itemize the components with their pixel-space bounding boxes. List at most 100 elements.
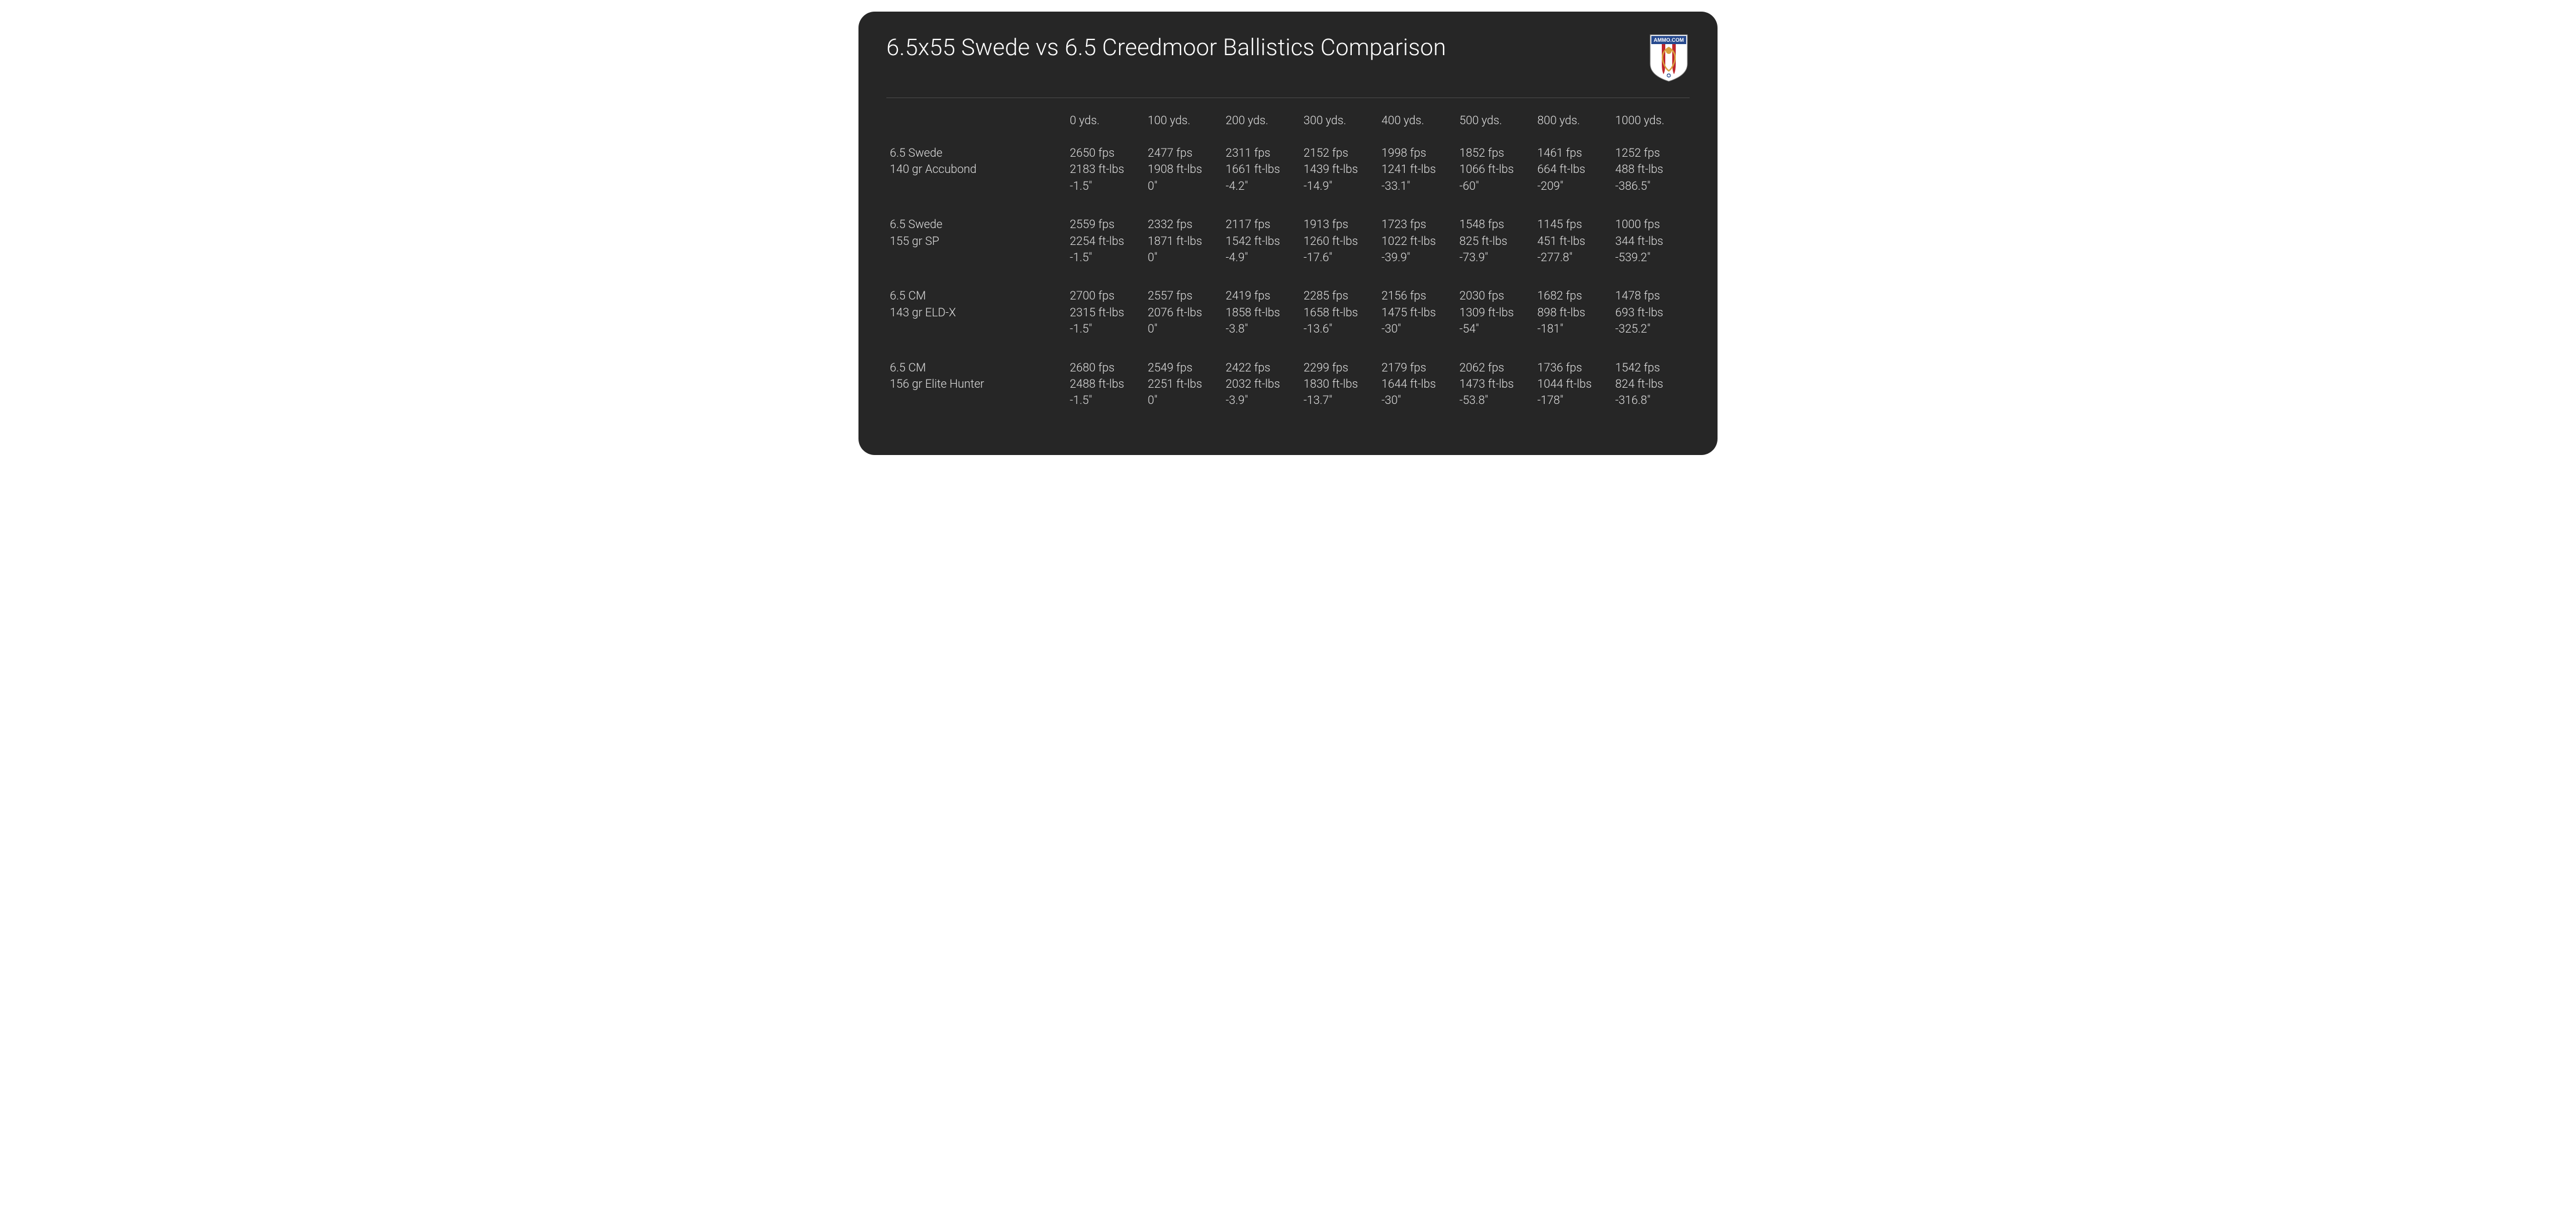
data-cell: 2285 fps1658 ft-lbs-13.6" <box>1300 284 1378 355</box>
cell-value: -386.5" <box>1615 178 1686 194</box>
col-header: 1000 yds. <box>1612 109 1690 141</box>
cell-value: 2076 ft-lbs <box>1148 304 1218 320</box>
cell-value: -1.5" <box>1070 178 1141 194</box>
data-cell: 2332 fps1871 ft-lbs0" <box>1144 212 1222 284</box>
row-label: 6.5 CM156 gr Elite Hunter <box>886 356 1066 427</box>
data-cell: 1723 fps1022 ft-lbs-39.9" <box>1378 212 1456 284</box>
cell-value: 2032 ft-lbs <box>1226 376 1297 392</box>
cell-value: -54" <box>1459 320 1530 337</box>
cell-value: 2557 fps <box>1148 287 1218 304</box>
cell-value: 2030 fps <box>1459 287 1530 304</box>
cell-value: -539.2" <box>1615 249 1686 265</box>
cell-value: 1439 ft-lbs <box>1304 161 1374 177</box>
cell-value: 2419 fps <box>1226 287 1297 304</box>
cell-value: 0" <box>1148 249 1218 265</box>
row-label-line: 6.5 CM <box>890 359 1063 376</box>
data-cell: 2650 fps2183 ft-lbs-1.5" <box>1066 141 1144 212</box>
cell-value: 1644 ft-lbs <box>1381 376 1452 392</box>
cell-value: 824 ft-lbs <box>1615 376 1686 392</box>
cell-value: 2332 fps <box>1148 216 1218 232</box>
cell-value: 1852 fps <box>1459 145 1530 161</box>
cell-value: -3.9" <box>1226 392 1297 408</box>
cell-value: 2422 fps <box>1226 359 1297 376</box>
cell-value: 2311 fps <box>1226 145 1297 161</box>
cell-value: -3.8" <box>1226 320 1297 337</box>
cell-value: 664 ft-lbs <box>1538 161 1608 177</box>
cell-value: 2152 fps <box>1304 145 1374 161</box>
cell-value: -277.8" <box>1538 249 1608 265</box>
col-header-blank <box>886 109 1066 141</box>
table-row: 6.5 Swede140 gr Accubond2650 fps2183 ft-… <box>886 141 1690 212</box>
cell-value: -17.6" <box>1304 249 1374 265</box>
data-cell: 2030 fps1309 ft-lbs-54" <box>1456 284 1534 355</box>
col-header: 400 yds. <box>1378 109 1456 141</box>
cell-value: 2183 ft-lbs <box>1070 161 1141 177</box>
ballistics-table: 0 yds. 100 yds. 200 yds. 300 yds. 400 yd… <box>886 109 1690 427</box>
row-label: 6.5 Swede155 gr SP <box>886 212 1066 284</box>
row-label: 6.5 Swede140 gr Accubond <box>886 141 1066 212</box>
row-label-line: 6.5 Swede <box>890 216 1063 232</box>
data-cell: 2117 fps1542 ft-lbs-4.9" <box>1222 212 1300 284</box>
cell-value: -209" <box>1538 178 1608 194</box>
cell-value: 1022 ft-lbs <box>1381 233 1452 249</box>
cell-value: 0" <box>1148 178 1218 194</box>
cell-value: 1473 ft-lbs <box>1459 376 1530 392</box>
data-cell: 1852 fps1066 ft-lbs-60" <box>1456 141 1534 212</box>
cell-value: -13.6" <box>1304 320 1374 337</box>
table-row: 6.5 CM143 gr ELD-X2700 fps2315 ft-lbs-1.… <box>886 284 1690 355</box>
data-cell: 2156 fps1475 ft-lbs-30" <box>1378 284 1456 355</box>
cell-value: 1542 ft-lbs <box>1226 233 1297 249</box>
cell-value: 2650 fps <box>1070 145 1141 161</box>
row-label-line: 156 gr Elite Hunter <box>890 376 1063 392</box>
cell-value: 1661 ft-lbs <box>1226 161 1297 177</box>
cell-value: 1309 ft-lbs <box>1459 304 1530 320</box>
cell-value: -181" <box>1538 320 1608 337</box>
cell-value: 1478 fps <box>1615 287 1686 304</box>
col-header: 300 yds. <box>1300 109 1378 141</box>
cell-value: 1000 fps <box>1615 216 1686 232</box>
cell-value: 825 ft-lbs <box>1459 233 1530 249</box>
cell-value: -316.8" <box>1615 392 1686 408</box>
cell-value: 2156 fps <box>1381 287 1452 304</box>
header-row: 6.5x55 Swede vs 6.5 Creedmoor Ballistics… <box>886 34 1690 82</box>
cell-value: -178" <box>1538 392 1608 408</box>
cell-value: 344 ft-lbs <box>1615 233 1686 249</box>
data-cell: 2557 fps2076 ft-lbs0" <box>1144 284 1222 355</box>
cell-value: 2680 fps <box>1070 359 1141 376</box>
cell-value: 2315 ft-lbs <box>1070 304 1141 320</box>
data-cell: 2680 fps2488 ft-lbs-1.5" <box>1066 356 1144 427</box>
cell-value: -30" <box>1381 392 1452 408</box>
cell-value: 1908 ft-lbs <box>1148 161 1218 177</box>
row-label-line: 6.5 Swede <box>890 145 1063 161</box>
col-header: 200 yds. <box>1222 109 1300 141</box>
cell-value: 488 ft-lbs <box>1615 161 1686 177</box>
data-cell: 2477 fps1908 ft-lbs0" <box>1144 141 1222 212</box>
col-header: 0 yds. <box>1066 109 1144 141</box>
cell-value: 1542 fps <box>1615 359 1686 376</box>
row-label-line: 140 gr Accubond <box>890 161 1063 177</box>
table-header: 0 yds. 100 yds. 200 yds. 300 yds. 400 yd… <box>886 109 1690 141</box>
cell-value: 1252 fps <box>1615 145 1686 161</box>
data-cell: 1461 fps664 ft-lbs-209" <box>1534 141 1612 212</box>
cell-value: 1830 ft-lbs <box>1304 376 1374 392</box>
cell-value: 1871 ft-lbs <box>1148 233 1218 249</box>
cell-value: 1241 ft-lbs <box>1381 161 1452 177</box>
cell-value: 1658 ft-lbs <box>1304 304 1374 320</box>
row-label-line: 155 gr SP <box>890 233 1063 249</box>
cell-value: -1.5" <box>1070 392 1141 408</box>
col-header: 800 yds. <box>1534 109 1612 141</box>
cell-value: 1858 ft-lbs <box>1226 304 1297 320</box>
ammo-logo: AMMO.COM <box>1648 34 1690 82</box>
logo-text: AMMO.COM <box>1654 37 1684 43</box>
cell-value: 2117 fps <box>1226 216 1297 232</box>
cell-value: 898 ft-lbs <box>1538 304 1608 320</box>
cell-value: 451 ft-lbs <box>1538 233 1608 249</box>
cell-value: -1.5" <box>1070 320 1141 337</box>
cell-value: -14.9" <box>1304 178 1374 194</box>
cell-value: 2285 fps <box>1304 287 1374 304</box>
data-cell: 2299 fps1830 ft-lbs-13.7" <box>1300 356 1378 427</box>
row-label-line: 143 gr ELD-X <box>890 304 1063 320</box>
table-row: 6.5 Swede155 gr SP2559 fps2254 ft-lbs-1.… <box>886 212 1690 284</box>
data-cell: 2419 fps1858 ft-lbs-3.8" <box>1222 284 1300 355</box>
table-row: 6.5 CM156 gr Elite Hunter2680 fps2488 ft… <box>886 356 1690 427</box>
